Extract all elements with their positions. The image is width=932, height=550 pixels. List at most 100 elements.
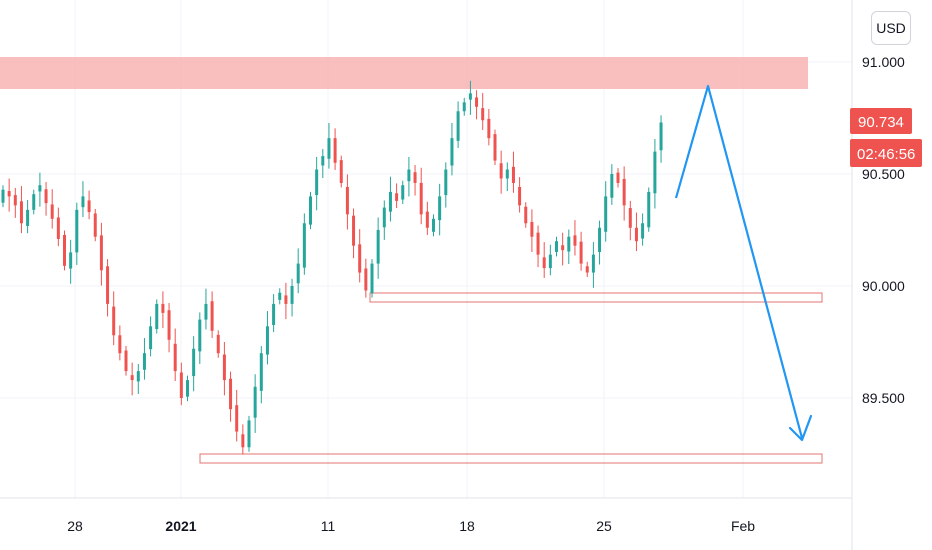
candle-body: [173, 343, 177, 372]
candle-body: [573, 235, 577, 246]
candle-body: [487, 118, 491, 139]
support-box-upper[interactable]: [369, 292, 823, 303]
candle-body: [272, 303, 276, 325]
price-badge: 90.734: [850, 108, 912, 134]
candle-body: [198, 319, 202, 352]
candle-body: [216, 334, 220, 354]
candle-body: [401, 185, 405, 200]
x-tick-label: 28: [67, 518, 83, 534]
candle-body: [511, 166, 515, 183]
candle-body: [204, 303, 208, 320]
candle-body: [19, 201, 23, 224]
candle-body: [518, 186, 522, 206]
candle-body: [302, 223, 306, 268]
candle-body: [481, 108, 485, 121]
x-axis-ticks: 28 2021 11 18 25 Feb: [67, 518, 755, 534]
candle-body: [32, 194, 36, 210]
candle-body: [69, 252, 73, 269]
countdown-badge-bg: [850, 139, 922, 167]
candles: [1, 80, 663, 455]
candle-body: [106, 266, 110, 304]
candle-body: [179, 372, 183, 398]
candle-body: [333, 138, 337, 163]
candle-body: [241, 434, 245, 448]
candle-body: [210, 301, 214, 331]
candle-body: [278, 292, 282, 300]
candle-body: [647, 191, 651, 228]
candle-body: [591, 254, 595, 273]
candle-body: [99, 235, 103, 271]
candle-body: [339, 160, 343, 183]
candle-body: [505, 169, 509, 179]
x-tick-label: 25: [596, 518, 612, 534]
candle-body: [659, 122, 663, 151]
x-tick-label: Feb: [731, 518, 755, 534]
candle-body: [370, 263, 374, 294]
forecast-arrow[interactable]: [674, 84, 813, 442]
candle-body: [315, 169, 319, 196]
candle-body: [493, 134, 497, 161]
candle-body: [112, 306, 116, 336]
candle-body: [284, 295, 288, 304]
y-tick-label: 91.000: [862, 54, 905, 70]
candle-body: [542, 257, 546, 269]
candle-body: [44, 189, 48, 204]
x-tick-label: 2021: [165, 518, 196, 534]
candle-body: [444, 169, 448, 196]
candle-body: [407, 169, 411, 182]
candle-body: [56, 217, 60, 239]
candle-body: [167, 310, 171, 340]
candle-body: [81, 196, 85, 208]
support-box-lower[interactable]: [199, 453, 823, 464]
candle-body: [388, 191, 392, 212]
candle-body: [616, 172, 620, 183]
x-tick-label: 18: [459, 518, 475, 534]
candle-body: [345, 186, 349, 215]
candle-body: [382, 207, 386, 228]
candle-body: [634, 227, 638, 242]
x-tick-label: 11: [321, 518, 336, 534]
candle-body: [309, 196, 312, 225]
candle-body: [222, 354, 226, 381]
candle-body: [290, 286, 294, 304]
candle-body: [136, 371, 140, 382]
candle-body: [352, 215, 356, 246]
candle-body: [38, 185, 42, 192]
candle-body: [450, 138, 454, 166]
candle-body: [641, 223, 645, 239]
candle-body: [395, 193, 399, 201]
currency-button[interactable]: USD: [871, 11, 911, 45]
candle-body: [75, 209, 79, 253]
candle-body: [247, 420, 251, 448]
candle-body: [530, 221, 534, 237]
candle-body: [567, 236, 571, 252]
candle-body: [438, 196, 442, 221]
y-tick-label: 90.000: [862, 278, 905, 294]
candle-body: [585, 266, 589, 273]
price-badge-bg: [850, 108, 912, 134]
candle-body: [548, 254, 552, 269]
candle-body: [598, 227, 602, 252]
y-tick-label: 89.500: [862, 390, 905, 406]
candle-body: [604, 196, 608, 232]
candle-body: [555, 241, 558, 252]
candle-body: [561, 245, 565, 251]
candle-body: [87, 200, 91, 213]
candle-body: [432, 218, 435, 232]
candle-body: [499, 163, 503, 179]
resistance-zone[interactable]: [0, 57, 808, 89]
candle-body: [142, 353, 146, 370]
candle-body: [235, 405, 239, 432]
candle-body: [93, 213, 97, 237]
candle-body: [26, 209, 30, 226]
candle-body: [327, 138, 331, 159]
candle-body: [456, 111, 460, 141]
candle-body: [63, 234, 66, 266]
candle-body: [468, 93, 472, 100]
arrow-path: [674, 84, 804, 439]
candle-body: [186, 380, 189, 397]
candle-body: [364, 268, 368, 291]
candle-body: [149, 326, 153, 350]
candle-body: [628, 208, 632, 228]
